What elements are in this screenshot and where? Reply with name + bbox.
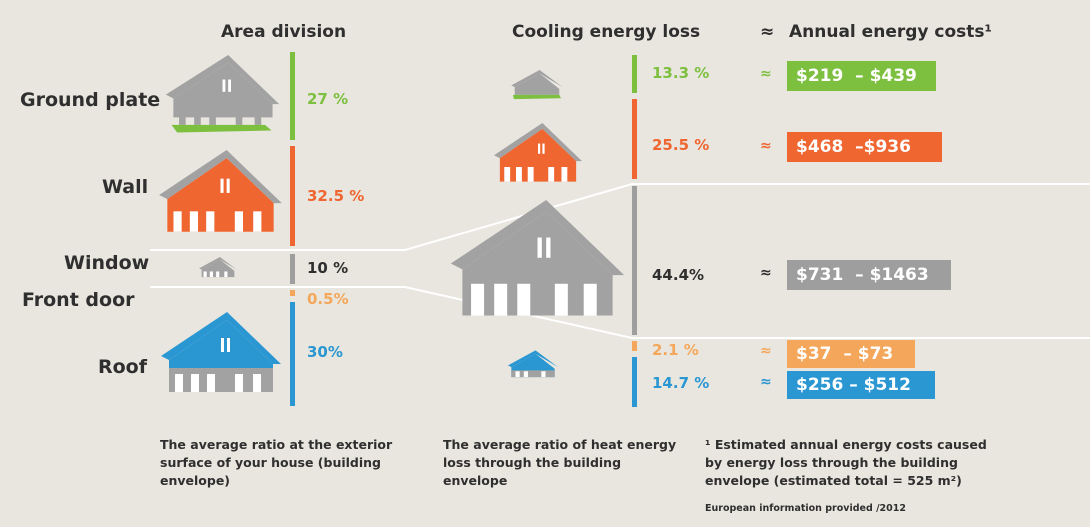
- cooling-bar-front-door: [632, 341, 637, 351]
- house-window-icon: [199, 257, 237, 278]
- cost-ground-plate: $219 – $439: [787, 61, 936, 91]
- approx-roof: ≈: [760, 374, 772, 390]
- row-label-roof: Roof: [98, 356, 148, 378]
- footnote-annual-energy-costs: ¹ Estimated annual energy costs caused b…: [705, 437, 987, 488]
- house-wall-icon: [159, 150, 282, 232]
- footnote-cooling-energy-loss: The average ratio of heat energy loss th…: [443, 437, 677, 488]
- cooling-bar-roof: [632, 357, 637, 407]
- header-annual-energy-costs: Annual energy costs¹: [789, 22, 992, 42]
- area-pct-wall: 32.5 %: [307, 187, 365, 205]
- approx-window: ≈: [760, 265, 772, 281]
- header-area-division: Area division: [221, 22, 347, 42]
- area-bar-wall: [290, 146, 295, 246]
- approx-front-door: ≈: [760, 343, 772, 359]
- house-cooling-roof-icon: [508, 350, 558, 378]
- house-roof-icon: [161, 312, 281, 392]
- cooling-pct-ground-plate: 13.3 %: [652, 64, 710, 82]
- source-note: European information provided /2012: [705, 503, 906, 514]
- area-bar-ground-plate: [290, 52, 295, 140]
- cooling-bar-window: [632, 186, 637, 335]
- cooling-pct-roof: 14.7 %: [652, 374, 710, 392]
- house-cooling-ground-plate-icon: [511, 70, 563, 100]
- area-pct-window: 10 %: [307, 259, 349, 277]
- header-cooling-energy-loss: Cooling energy loss: [512, 22, 701, 42]
- house-ground-plate-icon: [165, 55, 280, 133]
- approx-wall: ≈: [760, 138, 772, 154]
- cooling-bar-wall: [632, 99, 637, 179]
- area-pct-ground-plate: 27 %: [307, 90, 349, 108]
- cooling-pct-front-door: 2.1 %: [652, 341, 699, 359]
- area-bar-front-door: [290, 290, 295, 296]
- footnote-area-division: The average ratio at the exterior surfac…: [160, 437, 393, 488]
- header-approx-symbol: ≈: [760, 22, 775, 42]
- area-bar-window: [290, 254, 295, 284]
- area-pct-front-door: 0.5%: [307, 290, 349, 308]
- area-pct-roof: 30%: [307, 343, 343, 361]
- cost-window: $731 – $1463: [787, 260, 951, 290]
- cooling-pct-window: 44.4%: [652, 266, 705, 284]
- row-label-window: Window: [64, 252, 150, 274]
- cooling-pct-wall: 25.5 %: [652, 136, 710, 154]
- divider-line-upper: [150, 183, 1090, 251]
- cost-front-door: $37 – $73: [787, 340, 915, 368]
- cooling-bar-ground-plate: [632, 55, 637, 93]
- cost-roof: $256 – $512: [787, 371, 935, 399]
- cost-wall: $468 –$936: [787, 132, 942, 162]
- house-cooling-window-icon: [450, 200, 625, 316]
- area-bar-roof: [290, 302, 295, 406]
- house-cooling-wall-icon: [494, 123, 582, 182]
- row-label-ground-plate: Ground plate: [20, 89, 161, 111]
- approx-ground-plate: ≈: [760, 66, 772, 82]
- row-label-front-door: Front door: [22, 289, 135, 311]
- row-label-wall: Wall: [102, 176, 149, 198]
